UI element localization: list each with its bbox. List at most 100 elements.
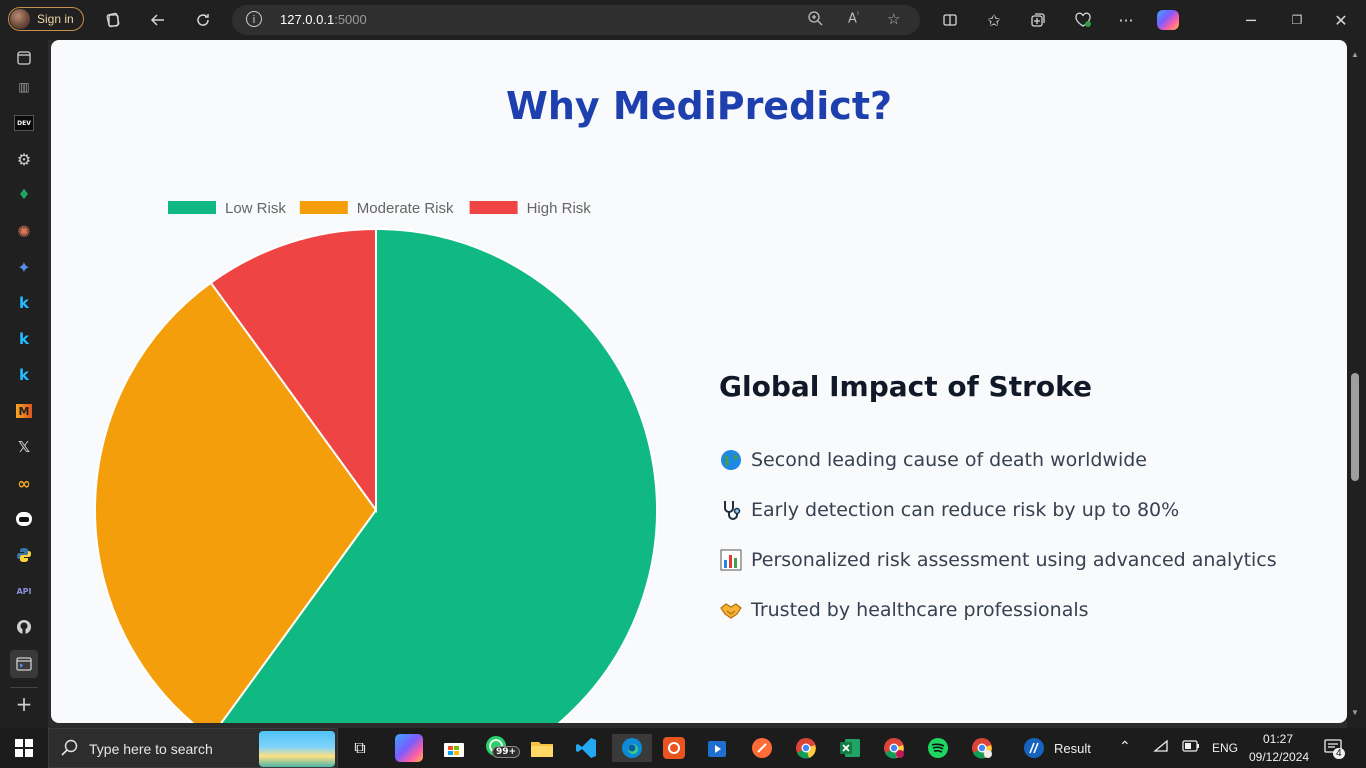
scroll-down-icon[interactable]: ▼ <box>1351 708 1359 717</box>
terminal-icon[interactable] <box>10 650 38 678</box>
zoom-icon[interactable] <box>807 10 823 30</box>
edge-icon[interactable] <box>612 734 652 762</box>
add-icon[interactable]: + <box>15 692 33 716</box>
page-viewport: Why MediPredict? Low Risk Moderate Risk Hi… <box>51 40 1347 723</box>
x-icon[interactable]: 𝕏 <box>17 438 31 456</box>
meta-icon[interactable]: ∞ <box>17 473 31 493</box>
sidebar-divider <box>10 687 38 688</box>
network-icon[interactable] <box>1153 739 1169 756</box>
impact-item-text: Trusted by healthcare professionals <box>751 599 1089 621</box>
chrome-profile-icon[interactable] <box>880 734 908 762</box>
kaggle-icon[interactable]: k <box>19 294 29 312</box>
legend-swatch[interactable] <box>168 201 216 214</box>
python-icon[interactable] <box>12 543 36 567</box>
chatgpt-icon[interactable]: ⚙ <box>16 149 32 169</box>
task-view-icon[interactable]: ⧉ <box>354 738 366 757</box>
impact-item: Early detection can reduce risk by up to… <box>719 485 1319 535</box>
copilot-app-icon[interactable] <box>395 734 423 762</box>
github-icon[interactable] <box>12 615 36 639</box>
health-icon[interactable] <box>1068 6 1098 34</box>
stethoscope-icon <box>719 498 743 522</box>
scroll-thumb[interactable] <box>1351 373 1359 481</box>
close-icon[interactable]: ✕ <box>1334 10 1348 30</box>
bar-chart-icon <box>719 548 743 572</box>
impact-item-text: Early detection can reduce risk by up to… <box>751 499 1180 521</box>
mongodb-icon[interactable]: ♦ <box>17 187 31 203</box>
claude-icon[interactable]: ✺ <box>17 221 31 241</box>
powerautomate-icon[interactable] <box>704 734 732 762</box>
impact-item: Personalized risk assessment using advan… <box>719 535 1319 585</box>
scroll-up-icon[interactable]: ▲ <box>1351 50 1359 59</box>
legend-label[interactable]: Moderate Risk <box>357 200 454 217</box>
pie-slice[interactable] <box>93 281 378 723</box>
refresh-icon[interactable] <box>188 6 218 34</box>
clock-date[interactable]: 09/12/2024 <box>1249 750 1310 764</box>
address-bar[interactable]: i 127.0.0.1:5000 A⁾ ☆ <box>232 5 920 35</box>
chrome-icon[interactable] <box>792 734 820 762</box>
copilot-icon[interactable] <box>1157 10 1179 30</box>
back-icon[interactable] <box>143 6 173 34</box>
store-icon[interactable] <box>440 734 468 762</box>
page-scrollbar[interactable]: ▲ ▼ <box>1347 40 1366 728</box>
discord-icon[interactable] <box>12 507 36 531</box>
excel-icon[interactable] <box>836 734 864 762</box>
vertical-tabs-icon[interactable]: ▥ <box>18 80 30 94</box>
medium-icon[interactable]: M <box>12 399 36 423</box>
whatsapp-icon[interactable]: 99+ <box>484 734 521 762</box>
url-text[interactable]: 127.0.0.1:5000 <box>280 12 367 27</box>
kaggle-icon[interactable]: k <box>19 330 29 348</box>
favorites-icon[interactable]: ✩ <box>987 10 1001 30</box>
battery-icon[interactable] <box>1182 740 1200 755</box>
browser-title-bar: Sign in i 127.0.0.1:5000 A⁾ ☆ ✩ ··· ─ ❐ … <box>0 0 1366 40</box>
clock-time[interactable]: 01:27 <box>1263 732 1294 746</box>
impact-item-text: Personalized risk assessment using advan… <box>751 549 1277 571</box>
cricket-result-icon[interactable] <box>1020 734 1048 762</box>
postman-icon[interactable] <box>748 734 776 762</box>
chrome-profile-icon-2[interactable] <box>968 734 996 762</box>
dev-icon[interactable]: DEV <box>12 111 36 135</box>
windows-taskbar: Type here to search ⧉ 99+ R <box>0 728 1366 768</box>
site-info-icon[interactable]: i <box>246 11 262 27</box>
chart-slices <box>93 227 658 723</box>
gemini-icon[interactable]: ✦ <box>17 257 31 277</box>
search-highlight-image <box>259 731 335 767</box>
result-label[interactable]: Result <box>1054 741 1091 756</box>
more-icon[interactable]: ··· <box>1118 10 1134 30</box>
read-aloud-icon[interactable]: A⁾ <box>848 10 859 27</box>
minimize-icon[interactable]: ─ <box>1246 10 1256 30</box>
handshake-icon <box>719 598 743 622</box>
tab-actions-icon[interactable] <box>12 46 36 70</box>
split-screen-icon[interactable] <box>935 6 965 34</box>
windows-start-icon[interactable] <box>10 734 38 762</box>
taskbar-search-box[interactable]: Type here to search <box>48 728 338 768</box>
whatsapp-badge: 99+ <box>492 746 521 758</box>
impact-item: Second leading cause of death worldwide <box>719 435 1319 485</box>
browser-sidebar: ▥ DEV ⚙ ♦ ✺ ✦ k k k M 𝕏 ∞ API + <box>0 40 48 728</box>
language-indicator[interactable]: ENG <box>1212 741 1239 755</box>
sign-in-button[interactable]: Sign in <box>8 7 84 31</box>
api-icon[interactable]: API <box>16 586 32 596</box>
legend-label[interactable]: High Risk <box>527 200 592 217</box>
kaggle-icon[interactable]: k <box>19 366 29 384</box>
collections-icon[interactable] <box>1023 6 1053 34</box>
workspaces-icon[interactable] <box>98 6 128 34</box>
favorite-icon[interactable]: ☆ <box>887 10 901 28</box>
legend-swatch[interactable] <box>299 201 348 214</box>
show-hidden-icons-icon[interactable]: ⌃ <box>1119 738 1131 754</box>
notification-count: 4 <box>1333 748 1345 759</box>
search-icon <box>61 739 79 762</box>
impact-title: Global Impact of Stroke <box>719 370 1092 403</box>
file-explorer-icon[interactable] <box>528 734 556 762</box>
page-title: Why MediPredict? <box>505 84 893 128</box>
impact-item: Trusted by healthcare professionals <box>719 585 1319 635</box>
legend-swatch[interactable] <box>469 201 518 214</box>
globe-icon <box>719 448 743 472</box>
ubuntu-icon[interactable] <box>660 734 688 762</box>
impact-item-text: Second leading cause of death worldwide <box>751 449 1147 471</box>
legend-label[interactable]: Low Risk <box>225 200 286 217</box>
pie-slice[interactable] <box>211 227 658 723</box>
spotify-icon[interactable] <box>924 734 952 762</box>
vscode-icon[interactable] <box>572 734 600 762</box>
restore-icon[interactable]: ❐ <box>1291 13 1303 27</box>
pie-slice[interactable] <box>209 227 377 514</box>
